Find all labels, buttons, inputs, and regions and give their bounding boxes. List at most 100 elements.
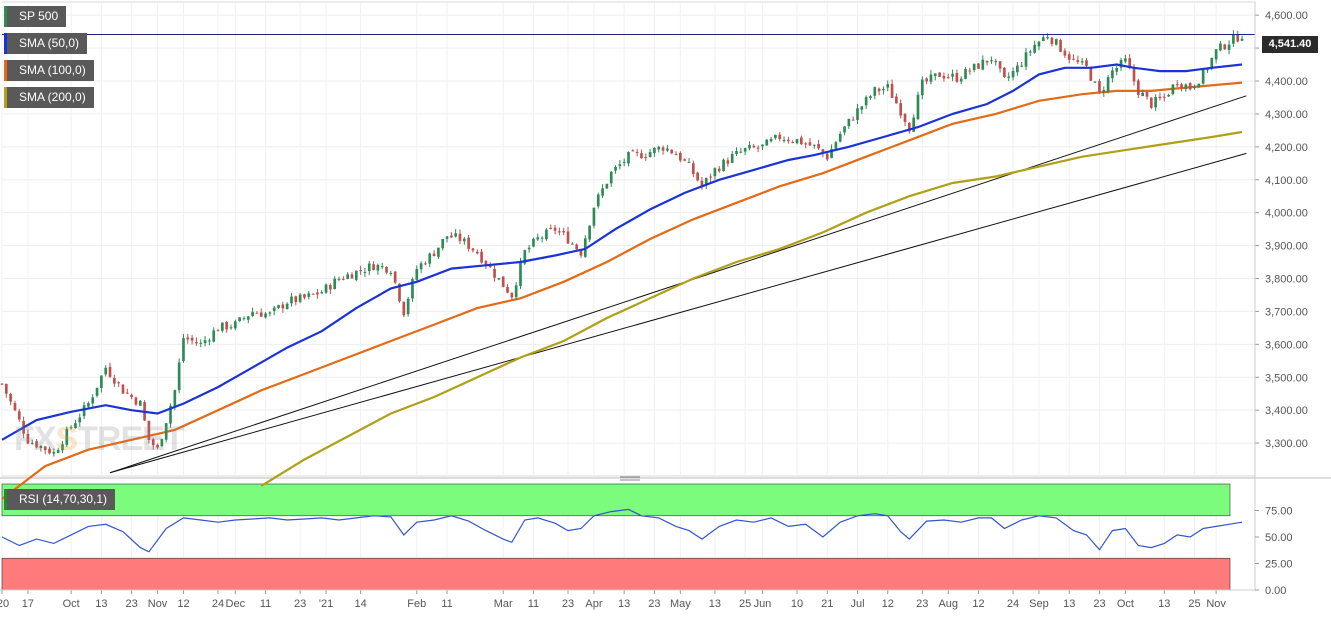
candle-body [735,150,738,155]
candle-body [1102,90,1106,93]
candle-body [290,296,293,304]
candle-body [1046,37,1049,39]
candle-body [1119,59,1123,68]
candle-body [730,154,734,163]
candle-body [640,153,643,159]
rsi-zones [1,483,1231,591]
candle-body [1193,86,1196,89]
candle-body [1028,51,1032,53]
candle-body [1085,60,1088,66]
x-tick-label: Nov [1206,598,1226,610]
legend-sma200[interactable]: SMA (200,0) [4,87,94,108]
candle-body [838,133,842,142]
candle-body [1011,70,1015,78]
legend-rsi[interactable]: RSI (14,70,30,1) [4,489,116,510]
candle-body [916,94,920,120]
candle-body [393,271,397,283]
candle-body [631,150,635,152]
candle-body [233,321,237,329]
candle-body [748,145,751,149]
candle-body [199,342,203,344]
candle-body [1016,65,1019,73]
main-pane-frame [1,1,1256,477]
candle-body [195,341,198,344]
candles [0,30,1255,457]
candle-body [35,441,38,448]
legend-label: SP 500 [19,9,59,23]
x-tick-label: 17 [22,598,34,610]
legend-sp500[interactable]: SP 500 [4,6,67,27]
candle-body [376,264,380,271]
candle-body [696,172,699,181]
y-tick-label: 4,000.00 [1265,208,1308,220]
candle-body [138,400,142,406]
candle-body [609,171,613,184]
candle-body [294,296,298,303]
candle-body [385,266,388,273]
candle-body [411,279,414,299]
candle-body [272,307,276,311]
y-tick-label: 4,600.00 [1265,10,1308,22]
x-tick-label: '20 [0,598,9,610]
candle-body [782,139,786,141]
candle-body [229,327,233,329]
candle-body [372,264,375,271]
x-tick-label: 21 [821,598,833,610]
candle-body [1093,81,1097,83]
candle-body [350,274,354,279]
y-tick-label: 3,700.00 [1265,306,1308,318]
candle-body [246,316,250,320]
candle-body [475,251,479,254]
legend-label: SMA (100,0) [19,63,86,77]
x-tick-label: 13 [618,598,630,610]
x-tick-label: Oct [63,598,80,610]
candle-body [972,63,976,71]
candle-body [553,227,557,231]
candle-body [990,60,993,62]
candle-body [938,72,941,77]
candle-body [1145,92,1149,97]
candle-body [808,142,812,146]
x-tick-label: 13 [709,598,721,610]
candle-body [1188,83,1192,90]
x-tick-label: Mar [494,598,513,610]
x-tick-label: 23 [125,598,137,610]
candle-body [821,149,825,154]
candle-body [17,411,21,420]
candle-body [929,74,933,82]
candle-body [415,268,419,280]
trendline [109,152,1247,474]
candle-body [804,143,807,145]
candle-body [307,293,311,297]
candle-body [1232,34,1235,44]
candle-body [363,271,367,273]
candle-body [635,151,639,153]
candle-body [566,231,570,244]
candle-body [1240,38,1244,41]
legend-sma50[interactable]: SMA (50,0) [4,33,88,54]
legend-sma100[interactable]: SMA (100,0) [4,60,94,81]
candle-body [493,268,496,278]
x-tick-label: 24 [1007,598,1019,610]
candle-body [1162,96,1166,98]
candle-body [1111,70,1114,79]
x-tick-label: Oct [1117,598,1134,610]
x-tick-label: 12 [972,598,984,610]
candle-body [661,147,665,151]
candle-body [329,285,332,290]
y-tick-label: 3,600.00 [1265,339,1308,351]
candle-body [69,427,73,429]
candle-body [1167,95,1170,97]
candle-body [514,285,518,298]
candle-body [203,340,207,344]
candle-body [981,59,985,70]
candle-body [761,144,764,147]
candle-body [1227,44,1231,50]
x-tick-label: '21 [319,598,333,610]
candle-body [1067,54,1071,60]
x-tick-label: 23 [562,598,574,610]
candle-body [895,96,898,104]
candle-body [618,164,622,167]
